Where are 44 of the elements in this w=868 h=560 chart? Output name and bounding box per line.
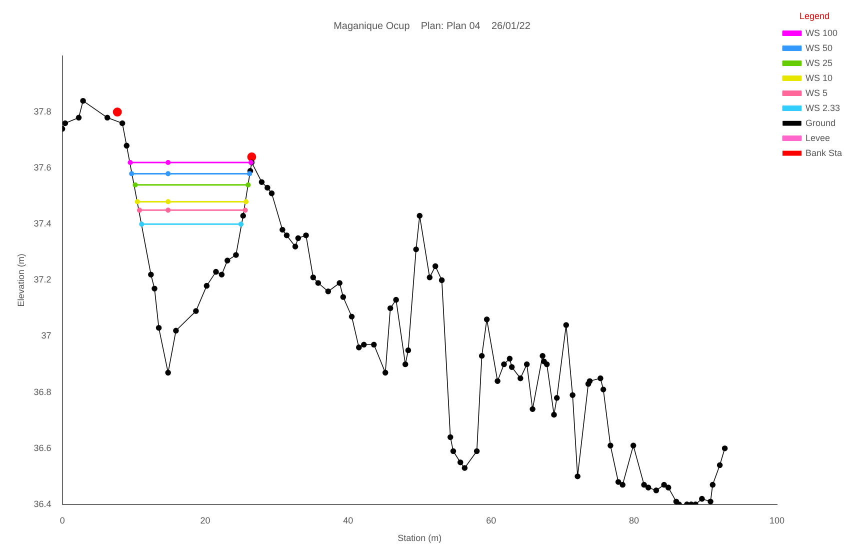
legend-label: WS 100	[805, 28, 838, 38]
point	[246, 182, 251, 188]
legend-label: WS 2.33	[805, 102, 840, 113]
point	[166, 171, 171, 176]
point	[238, 222, 244, 227]
point	[134, 199, 140, 204]
point	[136, 208, 142, 213]
point	[247, 171, 252, 176]
y-tick-label: 37	[41, 330, 52, 341]
point	[128, 160, 133, 166]
y-tick-label: 37.2	[34, 274, 52, 285]
y-axis-title: Elevation (m)	[16, 254, 26, 307]
legend-label: Ground	[805, 118, 836, 128]
x-tick-label: 0	[60, 515, 65, 526]
x-tick-label: 20	[200, 515, 210, 526]
y-tick-label: 36.4	[34, 498, 52, 509]
legend-label: WS 25	[805, 58, 832, 68]
point	[166, 199, 171, 204]
point	[129, 171, 134, 176]
chart-title: Maganique Ocup Plan: Plan 04 26/01/22	[334, 20, 531, 32]
point	[166, 160, 171, 166]
legend-label: WS 50	[805, 42, 832, 53]
y-tick-label: 37.8	[34, 106, 52, 117]
point	[243, 199, 249, 204]
y-tick-label: 36.8	[34, 386, 52, 397]
legend-label: WS 10	[805, 72, 832, 83]
legend-label: Bank Sta	[805, 148, 842, 158]
x-tick-label: 60	[486, 515, 496, 526]
legend-title: Legend	[799, 10, 830, 21]
y-tick-label: 37.4	[34, 218, 52, 229]
point	[132, 182, 138, 188]
legend-label: Levee	[805, 132, 830, 143]
x-tick-label: 40	[343, 515, 354, 526]
point	[139, 222, 144, 227]
point	[242, 208, 248, 213]
y-tick-label: 37.6	[34, 162, 52, 173]
point	[166, 208, 171, 213]
x-tick-label: 100	[769, 515, 784, 526]
x-axis-title: Station (m)	[398, 533, 442, 544]
legend-label: WS 5	[805, 88, 828, 98]
point	[247, 152, 256, 162]
point	[112, 108, 122, 117]
y-tick-label: 36.6	[34, 442, 52, 453]
x-tick-label: 80	[629, 515, 640, 526]
